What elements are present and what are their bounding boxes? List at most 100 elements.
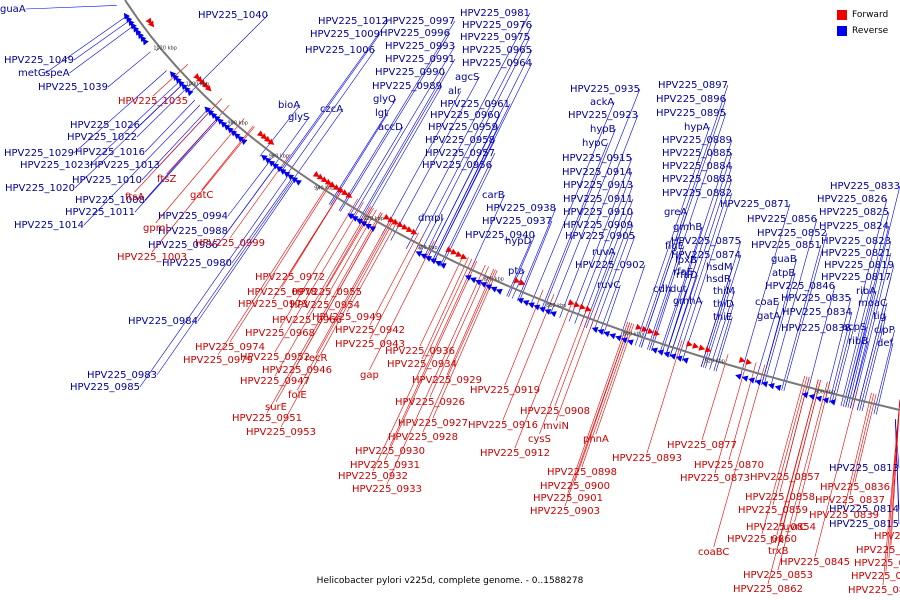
reverse-gene-label: agcS: [455, 72, 479, 83]
label-connector: [279, 20, 389, 172]
scale-tick: [229, 121, 234, 127]
reverse-gene-arrow: [227, 127, 234, 134]
forward-gene-arrow: [345, 191, 353, 198]
legend-forward: Forward: [837, 7, 899, 23]
forward-gene-arrow: [450, 248, 458, 255]
label-connector: [829, 311, 853, 404]
label-connector: [229, 182, 332, 343]
forward-gene-arrow: [584, 305, 592, 312]
reverse-gene-label: bioA: [278, 100, 300, 111]
label-connector: [580, 184, 634, 326]
label-connector: [422, 269, 496, 433]
reverse-gene-arrow: [663, 351, 671, 358]
reverse-gene-label: HPV225_0976: [462, 20, 532, 31]
label-connector: [369, 234, 424, 340]
reverse-gene-label: HPV225_0981: [460, 8, 530, 19]
reverse-gene-arrow: [430, 258, 437, 265]
label-connector: [372, 258, 473, 472]
forward-gene-label: recR: [305, 353, 328, 364]
label-connector: [659, 226, 703, 354]
forward-gene-arrow: [460, 253, 468, 260]
label-connector: [661, 139, 733, 355]
label-connector: [25, 5, 117, 10]
reverse-gene-arrow: [230, 130, 238, 137]
reverse-gene-label: HPV225_1040: [198, 10, 268, 21]
scale-tick: [155, 47, 161, 52]
reverse-gene-arrow: [369, 226, 377, 233]
reverse-gene-arrow: [517, 297, 524, 304]
label-connector: [705, 254, 742, 369]
label-connector: [217, 167, 275, 246]
reverse-gene-label: HPV225_0914: [562, 167, 632, 178]
reverse-gene-label: HPV225_0911: [563, 194, 633, 205]
reverse-gene-label: HPV225_1016: [75, 147, 145, 158]
label-connector: [144, 99, 195, 153]
label-connector: [882, 399, 900, 586]
scale-tick-label: 840 kbp: [623, 332, 643, 338]
reverse-gene-label: dmpI: [418, 213, 443, 224]
reverse-gene-arrow: [268, 160, 276, 167]
label-connector: [227, 162, 269, 217]
reverse-gene-label: gmhB: [673, 222, 702, 233]
scale-tick: [816, 389, 819, 395]
label-connector: [595, 323, 635, 435]
forward-gene-arrow: [256, 130, 264, 137]
scale-ticks: 1020 kbp 1000 kbp 980 kbp 960 kbp 940 kbp 920…: [153, 45, 835, 395]
reverse-gene-label: HPV225_0817: [821, 272, 891, 283]
forward-gene-label: HPV225_0926: [395, 397, 465, 408]
forward-gene-label: HPV225_0862: [733, 584, 803, 595]
label-connector: [389, 260, 476, 447]
label-connector: [390, 76, 480, 241]
reverse-gene-arrow: [264, 157, 272, 164]
label-connector: [701, 354, 729, 441]
label-connector: [783, 232, 828, 392]
reverse-gene-arrow: [603, 331, 611, 338]
forward-gene-label: HPV225_0932: [338, 471, 408, 482]
label-connector: [849, 240, 892, 409]
forward-gene-arrow: [147, 20, 155, 28]
label-connector: [842, 225, 890, 407]
label-connector: [713, 364, 766, 548]
label-connector: [702, 278, 732, 368]
label-connector: [357, 71, 446, 223]
label-connector: [280, 33, 381, 173]
reverse-gene-label: ruvC: [597, 280, 620, 291]
forward-gene-arrow: [392, 218, 399, 225]
reverse-gene-arrow: [469, 277, 477, 284]
forward-gene-arrow: [704, 346, 712, 353]
forward-gene-label: HPV225_0857: [750, 472, 820, 483]
label-connector: [603, 284, 621, 335]
reverse-gene-arrow: [287, 174, 295, 181]
reverse-gene-arrow: [490, 286, 498, 293]
legend: Forward Reverse: [837, 7, 899, 39]
forward-gene-arrow: [193, 73, 200, 80]
reverse-gene-label: HPV225_0938: [486, 203, 556, 214]
label-connector: [777, 381, 828, 571]
scale-tick: [706, 358, 709, 364]
reverse-gene-label: ruvA: [592, 247, 615, 258]
forward-gene-label: HPV225_0928: [388, 432, 458, 443]
reverse-gene-label: HPV225_0958: [425, 135, 495, 146]
scale-tick-label: 980 kbp: [228, 121, 248, 127]
reverse-gene-label: HPV225_0984: [128, 316, 198, 327]
reverse-gene-arrow: [533, 304, 541, 311]
reverse-gene-arrow: [415, 251, 423, 257]
reverse-gene-arrow: [279, 168, 287, 175]
label-connector: [429, 266, 489, 398]
forward-gene-label: HPV225_0949: [312, 312, 382, 323]
legend-reverse-label: Reverse: [852, 26, 889, 36]
label-connector: [859, 302, 888, 411]
label-connector: [647, 112, 727, 350]
reverse-gene-arrow: [748, 377, 755, 384]
forward-gene-label: HPV225_0901: [533, 493, 603, 504]
forward-gene-label: HPV225_0912: [480, 448, 550, 459]
forward-gene-label: HPV225_0820: [874, 531, 900, 542]
label-connector: [134, 98, 223, 193]
reverse-gene-arrow: [135, 29, 142, 36]
reverse-gene-label: HPV225_0988: [158, 226, 228, 237]
reverse-gene-label: HPV225_0902: [575, 260, 645, 271]
reverse-gene-arrow: [768, 383, 775, 390]
reverse-gene-label: HPV225_0889: [662, 135, 732, 146]
label-connector: [831, 327, 852, 404]
forward-gene-label: HPV225_0839: [809, 510, 879, 521]
